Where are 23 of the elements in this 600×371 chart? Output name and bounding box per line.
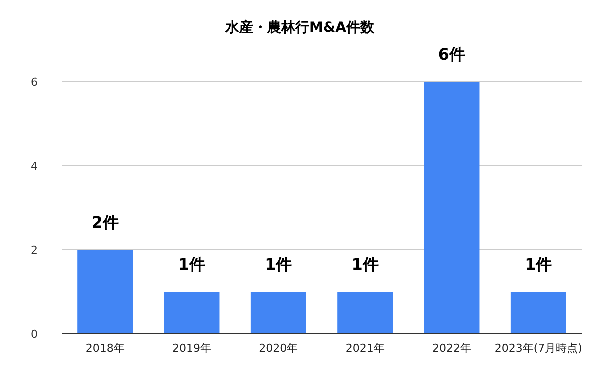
- y-tick-label: 0: [31, 328, 38, 341]
- bar: [424, 82, 480, 334]
- data-label: 6件: [438, 45, 466, 64]
- y-tick-label: 2: [31, 244, 38, 257]
- data-label: 1件: [265, 255, 292, 274]
- bar: [250, 292, 306, 334]
- y-tick-label: 4: [31, 160, 38, 173]
- data-label: 1件: [352, 255, 379, 274]
- x-tick-label: 2021年: [346, 342, 385, 355]
- x-tick-label: 2019年: [172, 342, 212, 355]
- x-tick-label: 2020年: [259, 342, 298, 355]
- chart-title: 水産・農林行M&A件数: [224, 19, 376, 36]
- data-label: 1件: [525, 255, 552, 274]
- y-tick-label: 6: [31, 76, 38, 89]
- bar: [164, 292, 220, 334]
- data-label: 2件: [92, 213, 119, 232]
- bar: [78, 250, 134, 334]
- x-tick-label: 2018年: [86, 342, 125, 355]
- bar: [338, 292, 394, 334]
- x-tick-label: 2023年(7月時点): [494, 342, 582, 355]
- bar: [510, 292, 566, 334]
- data-label: 1件: [178, 255, 206, 274]
- x-tick-label: 2022年: [432, 342, 472, 355]
